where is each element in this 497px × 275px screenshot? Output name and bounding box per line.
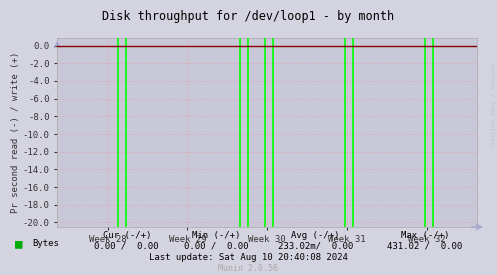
Text: Cur (-/+): Cur (-/+)	[102, 231, 151, 240]
Text: Bytes: Bytes	[32, 239, 59, 248]
Text: 431.02 /  0.00: 431.02 / 0.00	[387, 242, 463, 251]
Text: 233.02m/  0.00: 233.02m/ 0.00	[278, 242, 353, 251]
Text: Last update: Sat Aug 10 20:40:08 2024: Last update: Sat Aug 10 20:40:08 2024	[149, 253, 348, 262]
Text: RRDTOOL / TOBI OETIKER: RRDTOOL / TOBI OETIKER	[490, 63, 495, 146]
Text: Munin 2.0.56: Munin 2.0.56	[219, 265, 278, 273]
Text: ■: ■	[15, 237, 22, 250]
Text: Max (-/+): Max (-/+)	[401, 231, 449, 240]
Text: 0.00 /  0.00: 0.00 / 0.00	[94, 242, 159, 251]
Y-axis label: Pr second read (-) / write (+): Pr second read (-) / write (+)	[11, 52, 20, 213]
Text: Avg (-/+): Avg (-/+)	[291, 231, 340, 240]
Text: 0.00 /  0.00: 0.00 / 0.00	[184, 242, 248, 251]
Text: Min (-/+): Min (-/+)	[192, 231, 241, 240]
Text: Disk throughput for /dev/loop1 - by month: Disk throughput for /dev/loop1 - by mont…	[102, 10, 395, 23]
